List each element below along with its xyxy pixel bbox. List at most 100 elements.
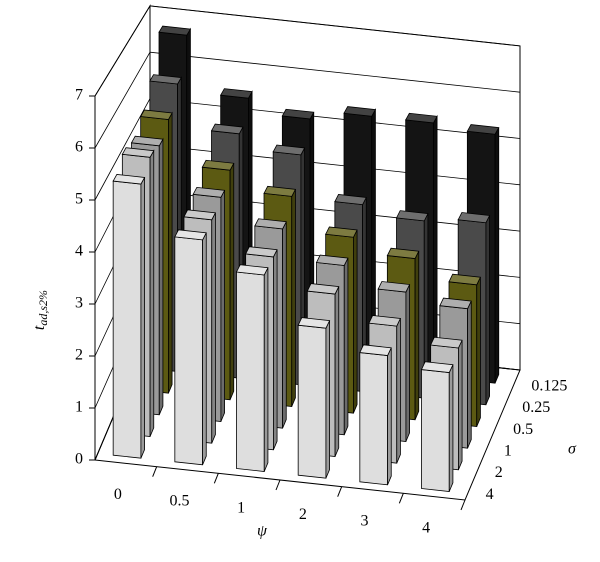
- x-tick-label: 3: [361, 513, 369, 530]
- bar-top: [220, 88, 253, 99]
- bar-top: [297, 317, 331, 329]
- bar-front: [174, 236, 203, 466]
- bar-top: [386, 247, 420, 260]
- y-tick-label: 4: [75, 243, 83, 260]
- bar-side: [405, 284, 410, 442]
- x-tick: [460, 499, 466, 511]
- bar-top: [343, 106, 377, 117]
- x-tick-label: 2: [299, 506, 307, 523]
- z-axis-title: σ: [568, 441, 577, 458]
- x-tick-label: 1: [237, 499, 245, 516]
- bar-front: [359, 352, 388, 486]
- y-tick-label: 0: [75, 451, 83, 468]
- bar-top: [112, 173, 146, 185]
- z-tick-label: 0.5: [513, 421, 533, 438]
- y-tick-label: 2: [75, 347, 83, 364]
- bar-side: [273, 249, 278, 450]
- y-tick-label: 6: [75, 139, 83, 156]
- bar-top: [158, 25, 192, 36]
- z-tick-label: 1: [504, 443, 512, 460]
- bar-top: [466, 124, 500, 135]
- x-axis-title: ψ: [257, 523, 268, 540]
- bar-front: [297, 324, 327, 479]
- bar-top: [457, 212, 491, 224]
- bar: [297, 317, 331, 479]
- bar-top: [430, 336, 463, 349]
- bar-top: [395, 210, 429, 222]
- bar-top: [245, 246, 278, 258]
- bar-top: [405, 112, 438, 124]
- y-tick-label: 1: [75, 399, 83, 416]
- bars: [112, 25, 500, 492]
- bar-top: [315, 254, 349, 266]
- bar-top: [306, 283, 340, 295]
- bar-side: [334, 286, 340, 457]
- bar-front: [236, 271, 265, 472]
- bar-side: [282, 221, 287, 429]
- x-tick-label: 0: [114, 486, 122, 503]
- bar-top: [420, 361, 454, 373]
- x-tick: [152, 466, 158, 477]
- bar-top: [192, 186, 226, 198]
- bar-top: [263, 185, 297, 197]
- bar-top: [130, 135, 164, 147]
- grid-line: [94, 5, 521, 97]
- bar-side: [396, 318, 401, 464]
- bar-side: [448, 364, 454, 492]
- bar-side: [168, 111, 173, 394]
- bar-side: [149, 149, 155, 437]
- bar: [359, 344, 392, 486]
- bar-side: [485, 215, 490, 405]
- bar-top: [439, 297, 472, 310]
- y-tick-label: 7: [75, 87, 83, 104]
- x-tick: [275, 479, 281, 491]
- bar-side: [229, 163, 235, 400]
- bar-side: [202, 232, 207, 465]
- bar-front: [421, 369, 450, 492]
- bar-side: [325, 320, 330, 479]
- y-axis-title: tad,s2%: [31, 290, 50, 330]
- bar-side: [353, 229, 358, 414]
- bar-top: [359, 344, 392, 356]
- y-label-sub: ad,s2%: [36, 290, 50, 326]
- bar-side: [494, 127, 500, 384]
- z-tick-label: 4: [486, 486, 494, 503]
- x-tick-label: 0.5: [170, 493, 190, 510]
- bar-side: [458, 340, 463, 470]
- bar-side: [343, 257, 349, 435]
- bar-top: [325, 226, 358, 238]
- bar: [112, 173, 146, 459]
- bar-side: [414, 250, 420, 420]
- bar-side: [291, 189, 296, 407]
- z-tick-label: 0.25: [522, 399, 550, 416]
- bar-top: [368, 315, 402, 327]
- bar-front: [112, 180, 142, 459]
- bar-side: [211, 212, 216, 444]
- bar-top: [235, 264, 269, 276]
- bar: [235, 264, 269, 472]
- y-tick-label: 3: [75, 295, 83, 312]
- bar-side: [263, 267, 269, 472]
- bar-top: [121, 147, 155, 158]
- bar-side: [387, 347, 392, 485]
- grid-line: [94, 51, 521, 149]
- x-tick-label: 4: [422, 519, 430, 536]
- bar-side: [476, 277, 481, 427]
- bar: [174, 229, 207, 466]
- bar-top: [140, 109, 173, 120]
- bar-top: [210, 123, 244, 135]
- bar-top: [174, 229, 207, 241]
- bar-top: [183, 209, 217, 221]
- bar-top: [272, 144, 306, 156]
- bar-side: [220, 190, 225, 422]
- bar-side: [158, 137, 164, 415]
- z-tick-label: 2: [495, 464, 503, 481]
- bar-top: [281, 108, 315, 120]
- bar-top: [377, 281, 411, 293]
- bar-top: [201, 159, 235, 171]
- bar-side: [467, 300, 472, 449]
- bar-side: [140, 177, 145, 459]
- y-label-main: t: [31, 325, 48, 330]
- bar-top: [448, 273, 482, 286]
